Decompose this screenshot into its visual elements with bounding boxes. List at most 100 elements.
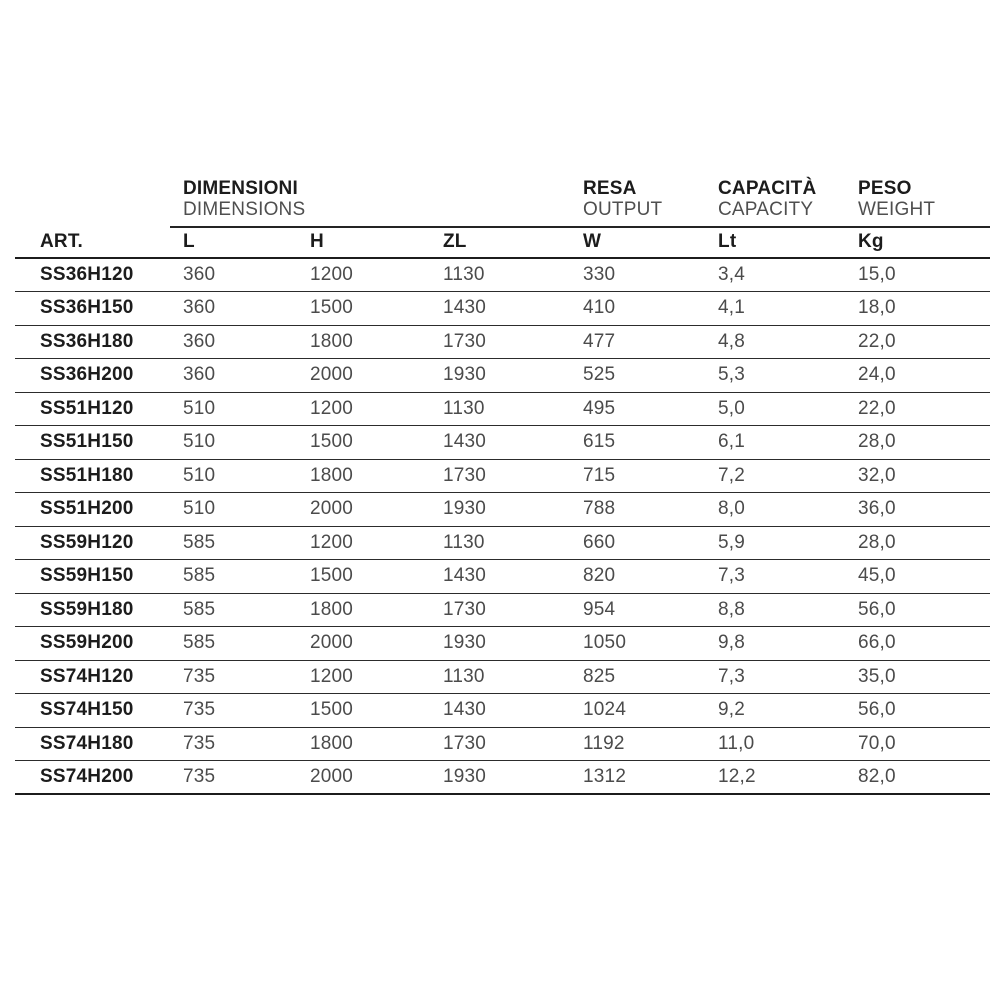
value-cell: 18,0 (858, 291, 991, 326)
group-title-peso: PESO (858, 178, 912, 199)
value-cell: 7,3 (718, 660, 859, 694)
group-header-rule (170, 226, 990, 228)
value-cell: 615 (583, 425, 719, 460)
value-cell: 24,0 (858, 358, 991, 393)
article-code-cell: SS74H180 (15, 727, 183, 761)
article-code-cell: SS36H120 (15, 258, 183, 292)
value-cell: 35,0 (858, 660, 991, 694)
value-cell: 1500 (310, 425, 443, 460)
value-cell: 1430 (443, 693, 584, 728)
value-cell: 2000 (310, 492, 443, 527)
value-cell: 735 (183, 660, 310, 694)
table-row: SS36H200 360 2000 1930 525 5,3 24,0 (15, 358, 991, 393)
value-cell: 7,3 (718, 559, 859, 594)
table-row: SS59H180 585 1800 1730 954 8,8 56,0 (15, 593, 991, 627)
value-cell: 1130 (443, 392, 584, 426)
value-cell: 585 (183, 626, 310, 661)
value-cell: 28,0 (858, 526, 991, 560)
value-cell: 5,0 (718, 392, 859, 426)
value-cell: 1200 (310, 258, 443, 292)
value-cell: 9,8 (718, 626, 859, 661)
value-cell: 1200 (310, 392, 443, 426)
table-body: SS36H120 360 1200 1130 330 3,4 15,0 SS36H150 360… (15, 258, 991, 795)
value-cell: 495 (583, 392, 719, 426)
value-cell: 1312 (583, 760, 719, 795)
value-cell: 12,2 (718, 760, 859, 795)
value-cell: 2000 (310, 626, 443, 661)
value-cell: 5,9 (718, 526, 859, 560)
table-row: SS51H180 510 1800 1730 715 7,2 32,0 (15, 459, 991, 493)
value-cell: 735 (183, 727, 310, 761)
value-cell: 585 (183, 526, 310, 560)
value-cell: 5,3 (718, 358, 859, 393)
value-cell: 410 (583, 291, 719, 326)
value-cell: 1500 (310, 559, 443, 594)
value-cell: 9,2 (718, 693, 859, 728)
column-header-h: H (310, 226, 443, 259)
value-cell: 1930 (443, 492, 584, 527)
value-cell: 1730 (443, 593, 584, 627)
table-row: SS74H180 735 1800 1730 1192 11,0 70,0 (15, 727, 991, 761)
value-cell: 1930 (443, 358, 584, 393)
value-cell: 1500 (310, 693, 443, 728)
table-row: SS51H200 510 2000 1930 788 8,0 36,0 (15, 492, 991, 527)
article-code-cell: SS51H180 (15, 459, 183, 493)
group-subtitle-weight: WEIGHT (858, 199, 936, 220)
article-code-cell: SS59H200 (15, 626, 183, 661)
column-header-row: ART. L H ZL W Lt Kg (15, 226, 991, 259)
value-cell: 1800 (310, 593, 443, 627)
article-code-cell: SS59H120 (15, 526, 183, 560)
value-cell: 1730 (443, 325, 584, 359)
article-code-cell: SS36H150 (15, 291, 183, 326)
value-cell: 11,0 (718, 727, 859, 761)
value-cell: 360 (183, 358, 310, 393)
column-header-w: W (583, 226, 719, 259)
value-cell: 28,0 (858, 425, 991, 460)
article-code-cell: SS51H150 (15, 425, 183, 460)
value-cell: 360 (183, 258, 310, 292)
value-cell: 8,8 (718, 593, 859, 627)
value-cell: 825 (583, 660, 719, 694)
value-cell: 715 (583, 459, 719, 493)
group-header-weight: PESO WEIGHT (858, 178, 990, 226)
value-cell: 1130 (443, 660, 584, 694)
group-header-capacity: CAPACITÀ CAPACITY (718, 178, 858, 226)
value-cell: 22,0 (858, 325, 991, 359)
value-cell: 82,0 (858, 760, 991, 795)
value-cell: 1050 (583, 626, 719, 661)
table-row: SS74H150 735 1500 1430 1024 9,2 56,0 (15, 693, 991, 728)
value-cell: 1200 (310, 526, 443, 560)
value-cell: 1800 (310, 459, 443, 493)
value-cell: 585 (183, 559, 310, 594)
value-cell: 820 (583, 559, 719, 594)
article-code-cell: SS59H180 (15, 593, 183, 627)
article-code-cell: SS36H180 (15, 325, 183, 359)
value-cell: 510 (183, 459, 310, 493)
value-cell: 15,0 (858, 258, 991, 292)
value-cell: 735 (183, 760, 310, 795)
value-cell: 1430 (443, 291, 584, 326)
spec-table-wrapper: DIMENSIONI DIMENSIONS RESA OUTPUT CAPACI… (15, 178, 991, 795)
article-code-cell: SS59H150 (15, 559, 183, 594)
value-cell: 1024 (583, 693, 719, 728)
value-cell: 510 (183, 425, 310, 460)
article-code-cell: SS36H200 (15, 358, 183, 393)
table-row: SS51H120 510 1200 1130 495 5,0 22,0 (15, 392, 991, 426)
value-cell: 477 (583, 325, 719, 359)
value-cell: 585 (183, 593, 310, 627)
value-cell: 2000 (310, 358, 443, 393)
group-header-output: RESA OUTPUT (583, 178, 718, 226)
value-cell: 70,0 (858, 727, 991, 761)
value-cell: 1430 (443, 425, 584, 460)
group-subtitle-dimensions: DIMENSIONS (183, 199, 306, 220)
value-cell: 1730 (443, 727, 584, 761)
value-cell: 56,0 (858, 693, 991, 728)
value-cell: 45,0 (858, 559, 991, 594)
table-row: SS59H150 585 1500 1430 820 7,3 45,0 (15, 559, 991, 594)
table-row: SS59H120 585 1200 1130 660 5,9 28,0 (15, 526, 991, 560)
value-cell: 735 (183, 693, 310, 728)
value-cell: 8,0 (718, 492, 859, 527)
value-cell: 66,0 (858, 626, 991, 661)
value-cell: 2000 (310, 760, 443, 795)
column-header-l: L (183, 226, 310, 259)
